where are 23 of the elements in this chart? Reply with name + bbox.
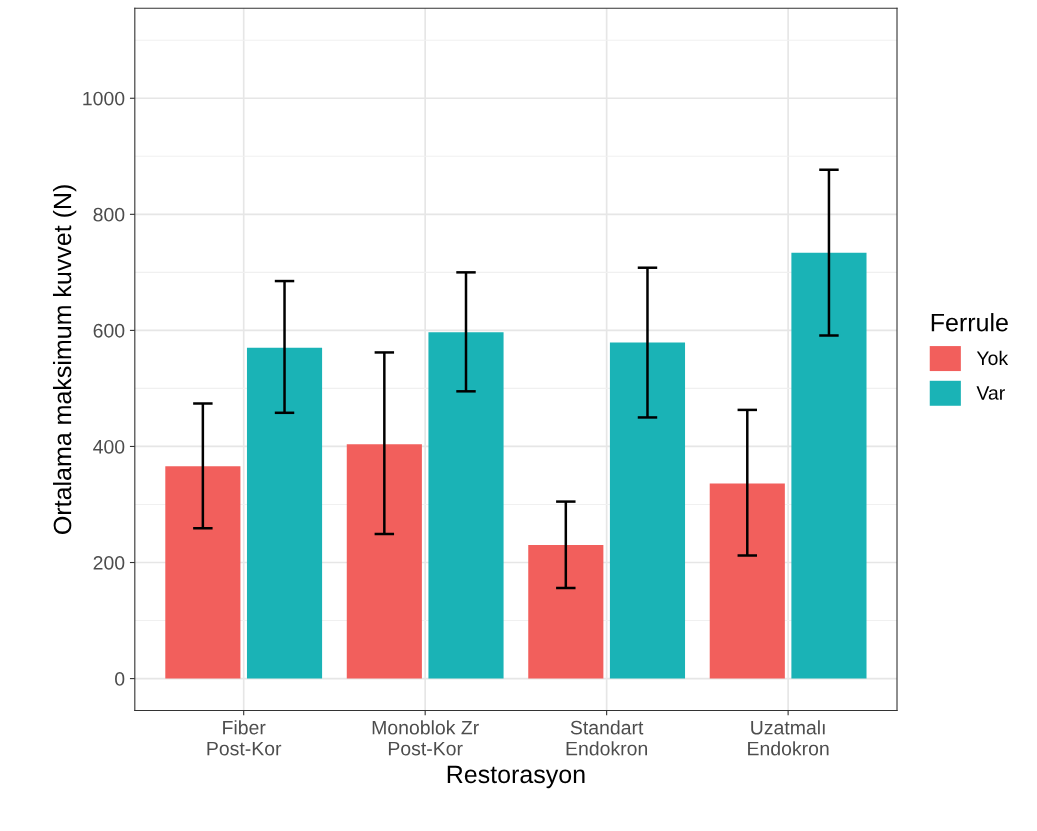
x-axis-title: Restorasyon [447,765,585,789]
y-tick-label: 800 [93,207,125,222]
x-tick-label: Standart Endokron [566,720,647,756]
y-axis-title: Ortalama maksimum kuvvet (N) [52,185,77,534]
x-tick-label: Monoblok Zr Post-Kor [372,720,479,756]
y-tick-label: 200 [93,555,125,570]
y-tick-label: 1000 [83,91,125,106]
bar [165,466,241,679]
bar [528,545,604,679]
y-tick-label: 0 [115,672,125,686]
bar [246,347,323,679]
bar [609,342,686,679]
bar [428,332,504,679]
bar [791,252,867,679]
y-tick-label: 600 [93,323,125,338]
y-tick-label: 400 [93,439,125,454]
x-tick-label: Uzatmalı Endokron [748,720,829,756]
legend-title: Ferrule [931,313,1008,332]
bar [346,444,422,679]
x-tick-label: Fiber Post-Kor [207,720,282,756]
bar [709,483,785,679]
legend-label: Var [976,386,1005,400]
legend-label: Yok [976,350,1009,366]
